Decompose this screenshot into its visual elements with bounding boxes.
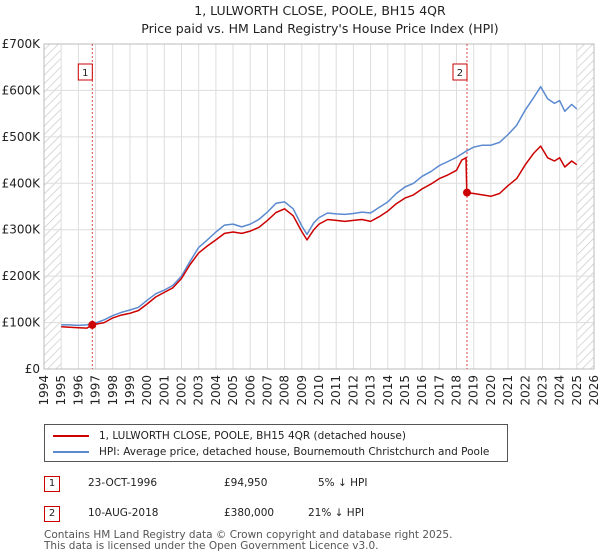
x-tick-label: 1994 bbox=[37, 375, 51, 406]
hatch-region-start bbox=[44, 44, 62, 369]
transaction-date: 23-OCT-1996 bbox=[88, 477, 157, 489]
y-tick-label: £500K bbox=[2, 130, 42, 144]
x-tick-label: 2020 bbox=[484, 375, 498, 406]
x-tick-label: 2019 bbox=[467, 375, 481, 406]
x-tick-label: 2001 bbox=[157, 375, 171, 406]
x-tick-label: 2023 bbox=[535, 375, 549, 406]
x-tick-label: 1998 bbox=[106, 375, 120, 406]
legend-item-property: 1, LULWORTH CLOSE, POOLE, BH15 4QR (deta… bbox=[53, 428, 406, 444]
y-tick-label: £0 bbox=[25, 362, 40, 376]
transaction-label: 2 bbox=[457, 68, 463, 79]
y-tick-label: £400K bbox=[2, 176, 42, 190]
footer: Contains HM Land Registry data © Crown c… bbox=[44, 530, 452, 552]
hatch-region-end bbox=[576, 44, 594, 369]
legend-item-hpi: HPI: Average price, detached house, Bour… bbox=[53, 444, 489, 460]
x-tick-label: 2013 bbox=[364, 375, 378, 406]
price-paid-line bbox=[61, 145, 578, 329]
legend-swatch-blue bbox=[53, 451, 89, 453]
transaction-label-box bbox=[77, 63, 93, 81]
transaction-badge: 2 bbox=[44, 506, 60, 522]
transaction-date: 10-AUG-2018 bbox=[88, 507, 159, 519]
plot-border bbox=[43, 43, 595, 370]
x-tick-label: 1997 bbox=[89, 375, 103, 406]
hpi-line bbox=[61, 85, 578, 327]
x-tick-label: 2007 bbox=[260, 375, 274, 406]
y-tick-label: £200K bbox=[2, 269, 42, 283]
y-tick-label: £300K bbox=[2, 223, 42, 237]
chart-subtitle: Price paid vs. HM Land Registry's House … bbox=[141, 21, 498, 36]
transaction-point bbox=[462, 188, 471, 197]
y-tick-label: £100K bbox=[2, 316, 42, 330]
legend-label-hpi: HPI: Average price, detached house, Bour… bbox=[99, 446, 490, 458]
x-tick-label: 2003 bbox=[192, 375, 206, 406]
footer-line-2: This data is licensed under the Open Gov… bbox=[44, 540, 379, 552]
transaction-label: 1 bbox=[82, 68, 88, 79]
legend-swatch-red bbox=[53, 435, 89, 437]
x-tick-label: 2009 bbox=[295, 375, 309, 406]
x-tick-label: 2000 bbox=[140, 375, 154, 406]
x-tick-label: 2025 bbox=[570, 375, 584, 406]
x-tick-label: 2010 bbox=[312, 375, 326, 406]
x-tick-label: 2022 bbox=[518, 375, 532, 406]
x-tick-label: 2008 bbox=[278, 375, 292, 406]
x-tick-label: 2004 bbox=[209, 375, 223, 406]
footer-line-1: Contains HM Land Registry data © Crown c… bbox=[44, 529, 453, 541]
x-tick-label: 2026 bbox=[587, 375, 600, 406]
legend-label-property: 1, LULWORTH CLOSE, POOLE, BH15 4QR (deta… bbox=[99, 430, 406, 442]
x-tick-label: 2016 bbox=[415, 375, 429, 406]
x-tick-label: 2017 bbox=[432, 375, 446, 406]
x-tick-label: 2011 bbox=[329, 375, 343, 406]
transaction-price: £380,000 bbox=[224, 507, 275, 519]
x-tick-label: 2014 bbox=[381, 375, 395, 406]
transaction-label-box bbox=[452, 63, 468, 81]
x-tick-label: 2005 bbox=[226, 375, 240, 406]
y-tick-label: £600K bbox=[2, 83, 42, 97]
x-tick-label: 1996 bbox=[71, 375, 85, 406]
transaction-hpi: 21% ↓ HPI bbox=[308, 507, 365, 519]
transaction-point bbox=[88, 320, 97, 329]
transaction-price: £94,950 bbox=[224, 477, 268, 489]
x-tick-label: 2006 bbox=[243, 375, 257, 406]
transaction-badge: 1 bbox=[44, 476, 60, 492]
x-tick-label: 2018 bbox=[450, 375, 464, 406]
x-tick-label: 2021 bbox=[501, 375, 515, 406]
transaction-hpi: 5% ↓ HPI bbox=[318, 477, 368, 489]
x-tick-label: 1999 bbox=[123, 375, 137, 406]
price-chart: 1, LULWORTH CLOSE, POOLE, BH15 4QR Price… bbox=[2, 3, 600, 406]
legend: 1, LULWORTH CLOSE, POOLE, BH15 4QR (deta… bbox=[44, 424, 508, 462]
x-tick-label: 1995 bbox=[54, 375, 68, 406]
x-tick-label: 2002 bbox=[175, 375, 189, 406]
y-tick-label: £700K bbox=[2, 37, 42, 51]
x-tick-label: 2015 bbox=[398, 375, 412, 406]
x-tick-label: 2012 bbox=[346, 375, 360, 406]
x-tick-label: 2024 bbox=[553, 375, 567, 406]
chart-title: 1, LULWORTH CLOSE, POOLE, BH15 4QR bbox=[194, 3, 446, 18]
